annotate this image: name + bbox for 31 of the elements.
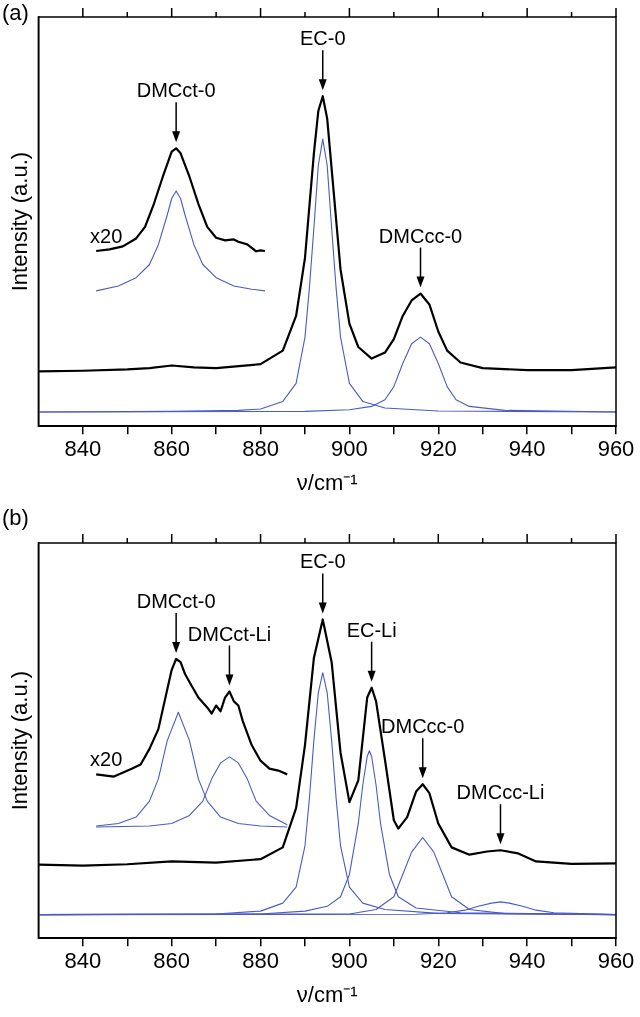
x-tick-label: 960 <box>597 948 635 974</box>
x-tick-label: 920 <box>419 436 457 462</box>
y-axis-title: Intensity (a.u.) <box>7 670 33 811</box>
annotation: EC-Li <box>346 618 397 641</box>
annotation: x20 <box>90 224 123 247</box>
x-axis-title: ν/cm⁻¹ <box>296 469 358 495</box>
x-tick-label: 880 <box>242 436 279 462</box>
x-tick-label: 940 <box>508 436 546 462</box>
x-tick-label: 860 <box>153 948 191 974</box>
x-tick-label: 960 <box>597 436 635 462</box>
x-tick-label: 900 <box>331 436 368 462</box>
annotation: DMCcc-0 <box>378 224 463 247</box>
chart-title: (b) <box>2 505 29 531</box>
x-axis-title: ν/cm⁻¹ <box>296 981 358 1007</box>
annotation: DMCct-0 <box>136 79 216 102</box>
y-axis-title: Intensity (a.u.) <box>7 151 33 292</box>
annotation: EC-0 <box>299 27 346 50</box>
x-tick-label: 840 <box>64 436 102 462</box>
x-tick-label: 940 <box>508 948 546 974</box>
x-tick-label: 840 <box>64 948 102 974</box>
x-tick-label: 860 <box>153 436 191 462</box>
annotation: DMCct-Li <box>187 622 272 645</box>
annotation: EC-0 <box>299 550 346 573</box>
annotation: DMCct-0 <box>136 590 216 613</box>
x-tick-label: 880 <box>242 948 279 974</box>
x-tick-label: 920 <box>419 948 457 974</box>
chart-title: (a) <box>2 0 29 26</box>
annotation: DMCcc-Li <box>456 781 545 804</box>
annotation: x20 <box>90 748 123 771</box>
annotation: DMCcc-0 <box>381 715 465 738</box>
x-tick-label: 900 <box>331 948 368 974</box>
